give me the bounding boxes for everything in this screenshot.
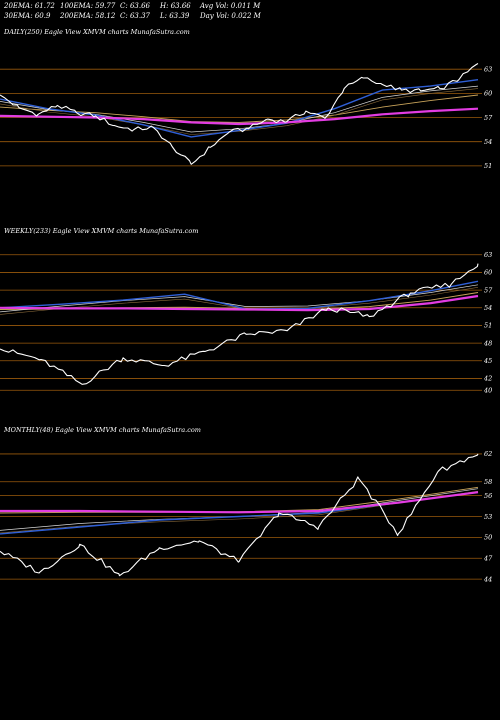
y-tick-label: 58 (484, 478, 492, 486)
header-readout: 20EMA: 61.72 100EMA: 59.77 C: 63.66 H: 6… (3, 2, 262, 20)
ema100-line (0, 94, 479, 123)
ema200-readout: 200EMA: 58.12 (59, 12, 116, 20)
monthly-chart-title: MONTHLY(48) Eagle View XMVM charts Munaf… (3, 426, 201, 434)
ema30-readout: 30EMA: 60.9 (4, 12, 51, 20)
y-tick-label: 44 (483, 575, 492, 583)
ema100-readout: 100EMA: 59.77 (60, 2, 116, 10)
y-tick-label: 57 (484, 114, 493, 122)
high-readout: H: 63.66 (159, 2, 191, 10)
y-tick-label: 40 (483, 387, 492, 395)
price-line (0, 453, 479, 577)
ema200-line (0, 491, 479, 514)
y-tick-label: 63 (484, 251, 492, 259)
y-tick-label: 53 (484, 513, 492, 521)
y-tick-label: 54 (484, 304, 492, 312)
y-tick-label: 60 (484, 90, 492, 98)
ema200-line (0, 107, 479, 126)
daily-chart-panel: DAILY(250) Eagle View XMVM charts Munafa… (0, 28, 493, 170)
y-tick-label: 63 (484, 65, 492, 73)
y-tick-label: 56 (484, 492, 492, 500)
y-tick-label: 60 (484, 269, 492, 277)
ema30-line (0, 284, 479, 313)
y-tick-label: 51 (484, 162, 492, 170)
close-readout: C: 63.66 (120, 2, 151, 10)
daily-chart-title: DAILY(250) Eagle View XMVM charts Munafa… (3, 28, 190, 36)
y-tick-label: 47 (483, 555, 493, 563)
avg-vol-readout: Avg Vol: 0.011 M (199, 2, 261, 10)
price-line (0, 263, 479, 385)
y-tick-label: 48 (483, 339, 492, 347)
y-tick-label: 50 (484, 534, 492, 542)
y-tick-label: 51 (484, 322, 492, 330)
low-readout: L: 63.39 (159, 12, 190, 20)
y-tick-label: 57 (484, 286, 493, 294)
y-tick-label: 42 (483, 375, 492, 383)
y-tick-label: 62 (484, 450, 492, 458)
y-tick-label: 45 (483, 357, 492, 365)
ema20-readout: 20EMA: 61.72 (3, 2, 55, 10)
weekly-chart-title: WEEKLY(233) Eagle View XMVM charts Munaf… (4, 227, 198, 235)
price-line (0, 63, 479, 165)
day-vol-readout: Day Vol: 0.022 M (199, 12, 262, 20)
ema200-line (0, 294, 479, 312)
y-tick-label: 54 (484, 138, 492, 146)
monthly-chart-panel: MONTHLY(48) Eagle View XMVM charts Munaf… (0, 426, 493, 583)
weekly-chart-panel: WEEKLY(233) Eagle View XMVM charts Munaf… (0, 227, 493, 395)
close2-readout: C: 63.37 (120, 12, 151, 20)
